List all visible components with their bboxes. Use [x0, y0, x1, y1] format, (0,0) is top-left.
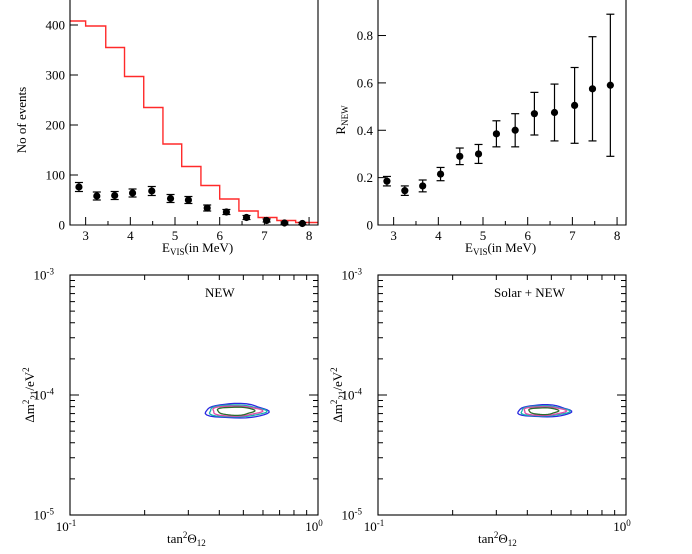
- contour-new-xticks: 10-1 100: [56, 275, 323, 534]
- events-point: [148, 187, 156, 195]
- events-point: [184, 196, 193, 204]
- events-point: [242, 213, 251, 222]
- contour-solar-new-xlabel: tan2Θ12: [478, 530, 517, 548]
- ratio-point: [474, 150, 483, 158]
- events-point: [128, 189, 137, 197]
- contour-new-ytick-label: 10-4: [34, 387, 55, 403]
- contour-new-xtick-label: 10-1: [56, 518, 77, 534]
- contour-new-xtick-label: 100: [305, 518, 323, 534]
- events-point: [298, 219, 306, 228]
- ratio-point: [606, 81, 614, 89]
- ratio-ytick-label: 0.4: [357, 123, 374, 138]
- ratio-yticks: 0 0.2 0.4 0.6 0.8: [357, 28, 386, 233]
- ratio-xtick-label: 3: [390, 228, 397, 243]
- panel-events: 3 4 5 6 7 8 0 100 200 300 400 EVIS(in MeV) No of …: [14, 0, 319, 257]
- ratio-ytick-label: 0.6: [357, 75, 374, 90]
- ratio-point: [383, 177, 391, 185]
- events-ytick-label: 300: [46, 68, 66, 83]
- contour-solar-new-ylabel: Δm221/eV2: [329, 367, 347, 422]
- ratio-xtick-label: 7: [569, 228, 576, 243]
- panel-ratio: 3 4 5 6 7 8 0 0.2 0.4 0.6 0.8 EVIS(in MeV) RNEW: [333, 0, 627, 257]
- contour-solar-new-yticks: 10-5 10-4 10-3: [342, 267, 626, 523]
- events-xticks: 3 4 5 6 7 8: [82, 217, 312, 243]
- ratio-point: [530, 110, 538, 118]
- panel-contour-solar-new: 10-1 100 10-5 10-4 10-3 Solar + NEW tan2Θ12…: [329, 267, 631, 549]
- events-ytick-label: 0: [59, 218, 66, 233]
- ratio-point: [456, 152, 464, 160]
- events-xtick-label: 3: [82, 228, 89, 243]
- events-point: [166, 194, 175, 203]
- events-points: [74, 181, 307, 228]
- contour-new-contour-90: [216, 406, 256, 417]
- ratio-xtick-label: 8: [614, 228, 621, 243]
- events-ylabel: No of events: [14, 87, 29, 153]
- contour-new-contour-9973: [204, 402, 270, 419]
- ratio-ytick-label: 0: [367, 218, 374, 233]
- ratio-point: [419, 182, 427, 190]
- contour-solar-new-ytick-label: 10-3: [342, 267, 363, 283]
- contour-new-contour-95: [212, 405, 264, 417]
- contour-new-yticks: 10-5 10-4 10-3: [34, 267, 318, 523]
- contour-new-xlabel: tan2Θ12: [167, 530, 206, 548]
- ratio-xtick-label: 4: [435, 228, 442, 243]
- contour-solar-new-contour-90: [528, 407, 560, 416]
- ratio-xlabel: EVIS(in MeV): [465, 240, 536, 257]
- contour-new-ylabel: Δm221/eV2: [21, 367, 39, 422]
- ratio-point: [436, 170, 445, 178]
- contour-solar-new-contour-9973: [517, 403, 573, 418]
- contour-solar-new-ytick-label: 10-4: [342, 387, 363, 403]
- ratio-ytick-label: 0.8: [357, 28, 373, 43]
- contour-new-annotation: NEW: [205, 285, 235, 300]
- events-xlabel: EVIS(in MeV): [162, 240, 233, 257]
- ratio-axes: [377, 0, 627, 226]
- ratio-xticks: 3 4 5 6 7 8: [390, 217, 620, 243]
- ratio-point: [401, 187, 409, 195]
- ratio-point: [588, 85, 597, 93]
- contour-solar-new-xticks: 10-1 100: [364, 275, 631, 534]
- events-axes: [69, 0, 319, 226]
- events-point: [203, 204, 211, 212]
- events-ytick-label: 100: [46, 168, 66, 183]
- ratio-point: [571, 101, 579, 109]
- events-xtick-label: 4: [127, 228, 134, 243]
- ratio-point: [492, 130, 501, 138]
- events-xtick-label: 7: [261, 228, 268, 243]
- contour-new-ytick-label: 10-3: [34, 267, 55, 283]
- contour-solar-new-ytick-label: 10-5: [342, 507, 363, 523]
- contour-solar-new-contour-95: [523, 406, 568, 417]
- events-xtick-label: 6: [216, 228, 223, 243]
- contour-new-curves: [204, 402, 270, 419]
- contour-solar-new-contour-99: [520, 405, 572, 417]
- contour-solar-new-annotation: Solar + NEW: [494, 285, 566, 300]
- events-ytick-label: 400: [46, 18, 66, 33]
- events-xtick-label: 8: [306, 228, 313, 243]
- events-point: [75, 183, 83, 191]
- contour-solar-new-xtick-label: 10-1: [364, 518, 385, 534]
- events-point: [222, 208, 230, 216]
- ratio-ylabel: RNEW: [333, 105, 350, 135]
- ratio-ytick-label: 0.2: [357, 170, 373, 185]
- ratio-xtick-label: 5: [480, 228, 487, 243]
- contour-new-ytick-label: 10-5: [34, 507, 55, 523]
- ratio-point: [511, 126, 519, 134]
- contour-solar-new-xtick-label: 100: [613, 518, 631, 534]
- ratio-xtick-label: 6: [524, 228, 531, 243]
- ratio-point: [550, 108, 559, 117]
- events-ytick-label: 200: [46, 118, 66, 133]
- events-yticks: 0 100 200 300 400: [46, 18, 78, 233]
- panel-contour-new: 10-1 100 10-5 10-4 10-3 NEW tan2Θ12 Δm221/e…: [21, 267, 323, 549]
- events-histogram: [70, 20, 318, 224]
- contour-new-contour-99: [208, 404, 268, 418]
- contour-solar-new-curves: [517, 403, 573, 418]
- events-point: [93, 192, 101, 200]
- ratio-points: [382, 13, 615, 196]
- events-xtick-label: 5: [172, 228, 179, 243]
- events-point: [111, 191, 119, 200]
- events-histogram-line: [70, 20, 318, 224]
